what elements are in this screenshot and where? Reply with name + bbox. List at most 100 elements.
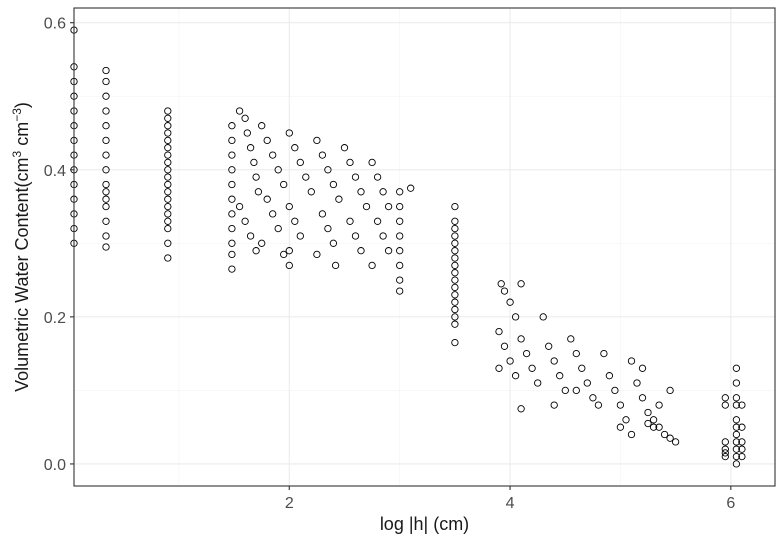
data-point [721, 449, 729, 457]
data-point [605, 372, 614, 380]
data-point [578, 364, 586, 372]
data-point [252, 247, 260, 255]
data-point [396, 232, 404, 240]
data-point [511, 372, 520, 380]
data-point [451, 276, 459, 284]
data-point [451, 269, 459, 277]
data-point [721, 438, 729, 446]
data-point [644, 419, 652, 428]
data-point [252, 173, 260, 181]
data-point [307, 188, 315, 196]
data-point [258, 239, 266, 247]
x-tick-label: 2 [285, 495, 294, 512]
data-point [517, 280, 525, 288]
data-point [228, 136, 236, 145]
y-axis-title-prefix: Volumetric Water Content(cm [12, 157, 32, 391]
data-point [556, 372, 564, 380]
data-point [164, 224, 172, 233]
data-point [550, 357, 558, 365]
data-point [732, 438, 741, 446]
data-point [732, 394, 741, 402]
data-point [638, 364, 647, 372]
data-point [534, 379, 542, 387]
x-axis-title: log |h| (cm) [380, 514, 469, 534]
data-point [550, 401, 558, 409]
data-points [70, 26, 746, 468]
data-point [655, 401, 663, 409]
data-point [102, 122, 110, 130]
y-tick-label: 0.0 [44, 457, 66, 474]
data-point [396, 287, 404, 295]
data-point [102, 243, 110, 251]
data-point [329, 180, 338, 189]
data-point [285, 247, 293, 255]
x-tick-label: 6 [726, 495, 735, 512]
data-point [451, 298, 459, 306]
data-point [351, 232, 360, 240]
data-point [280, 180, 288, 189]
data-point [243, 129, 251, 137]
data-point [228, 180, 236, 189]
data-point [666, 434, 674, 442]
data-point [396, 247, 404, 255]
data-point [633, 379, 641, 387]
data-point [732, 452, 741, 461]
data-point [721, 401, 729, 409]
data-point [572, 386, 580, 395]
data-point [451, 338, 459, 347]
data-point [351, 173, 360, 181]
data-point [164, 195, 172, 203]
data-point [545, 342, 553, 350]
data-point [102, 136, 110, 145]
data-point [254, 188, 263, 196]
data-point [373, 217, 382, 225]
data-point [671, 438, 680, 446]
data-point [263, 136, 271, 145]
data-point [102, 180, 110, 189]
data-point [274, 224, 282, 233]
data-point [638, 394, 647, 402]
data-point [357, 247, 365, 255]
data-point [368, 261, 376, 270]
data-point [451, 313, 459, 321]
data-point [102, 217, 110, 225]
data-point [528, 364, 536, 372]
data-point [732, 460, 741, 468]
data-point [280, 250, 288, 259]
data-point [396, 188, 404, 196]
data-point [627, 357, 636, 365]
data-point [500, 342, 509, 350]
data-point [228, 166, 236, 174]
data-point [495, 327, 503, 336]
data-point [666, 386, 674, 395]
data-point [269, 151, 277, 159]
data-point [164, 114, 172, 122]
data-point [164, 254, 172, 262]
data-point [102, 92, 110, 100]
data-point [506, 298, 514, 306]
data-point [511, 313, 520, 321]
y-axis-title: Volumetric Water Content(cm3 cm−3) [10, 102, 32, 392]
data-point [738, 423, 746, 431]
data-point [164, 217, 172, 225]
data-point [228, 265, 236, 273]
data-point [228, 122, 236, 130]
data-point [285, 129, 293, 137]
data-point [396, 202, 404, 211]
data-point [451, 320, 459, 328]
data-point [346, 217, 354, 225]
data-point [318, 151, 327, 159]
data-point [721, 452, 729, 461]
data-point [102, 77, 110, 86]
data-point [660, 430, 669, 439]
data-point [164, 188, 172, 196]
data-point [246, 232, 255, 240]
data-point [732, 401, 741, 409]
data-point [721, 445, 729, 453]
data-point [379, 232, 387, 240]
data-point [164, 122, 172, 130]
plot-panel-border [73, 7, 776, 487]
data-point [102, 188, 110, 196]
data-point [616, 423, 625, 431]
